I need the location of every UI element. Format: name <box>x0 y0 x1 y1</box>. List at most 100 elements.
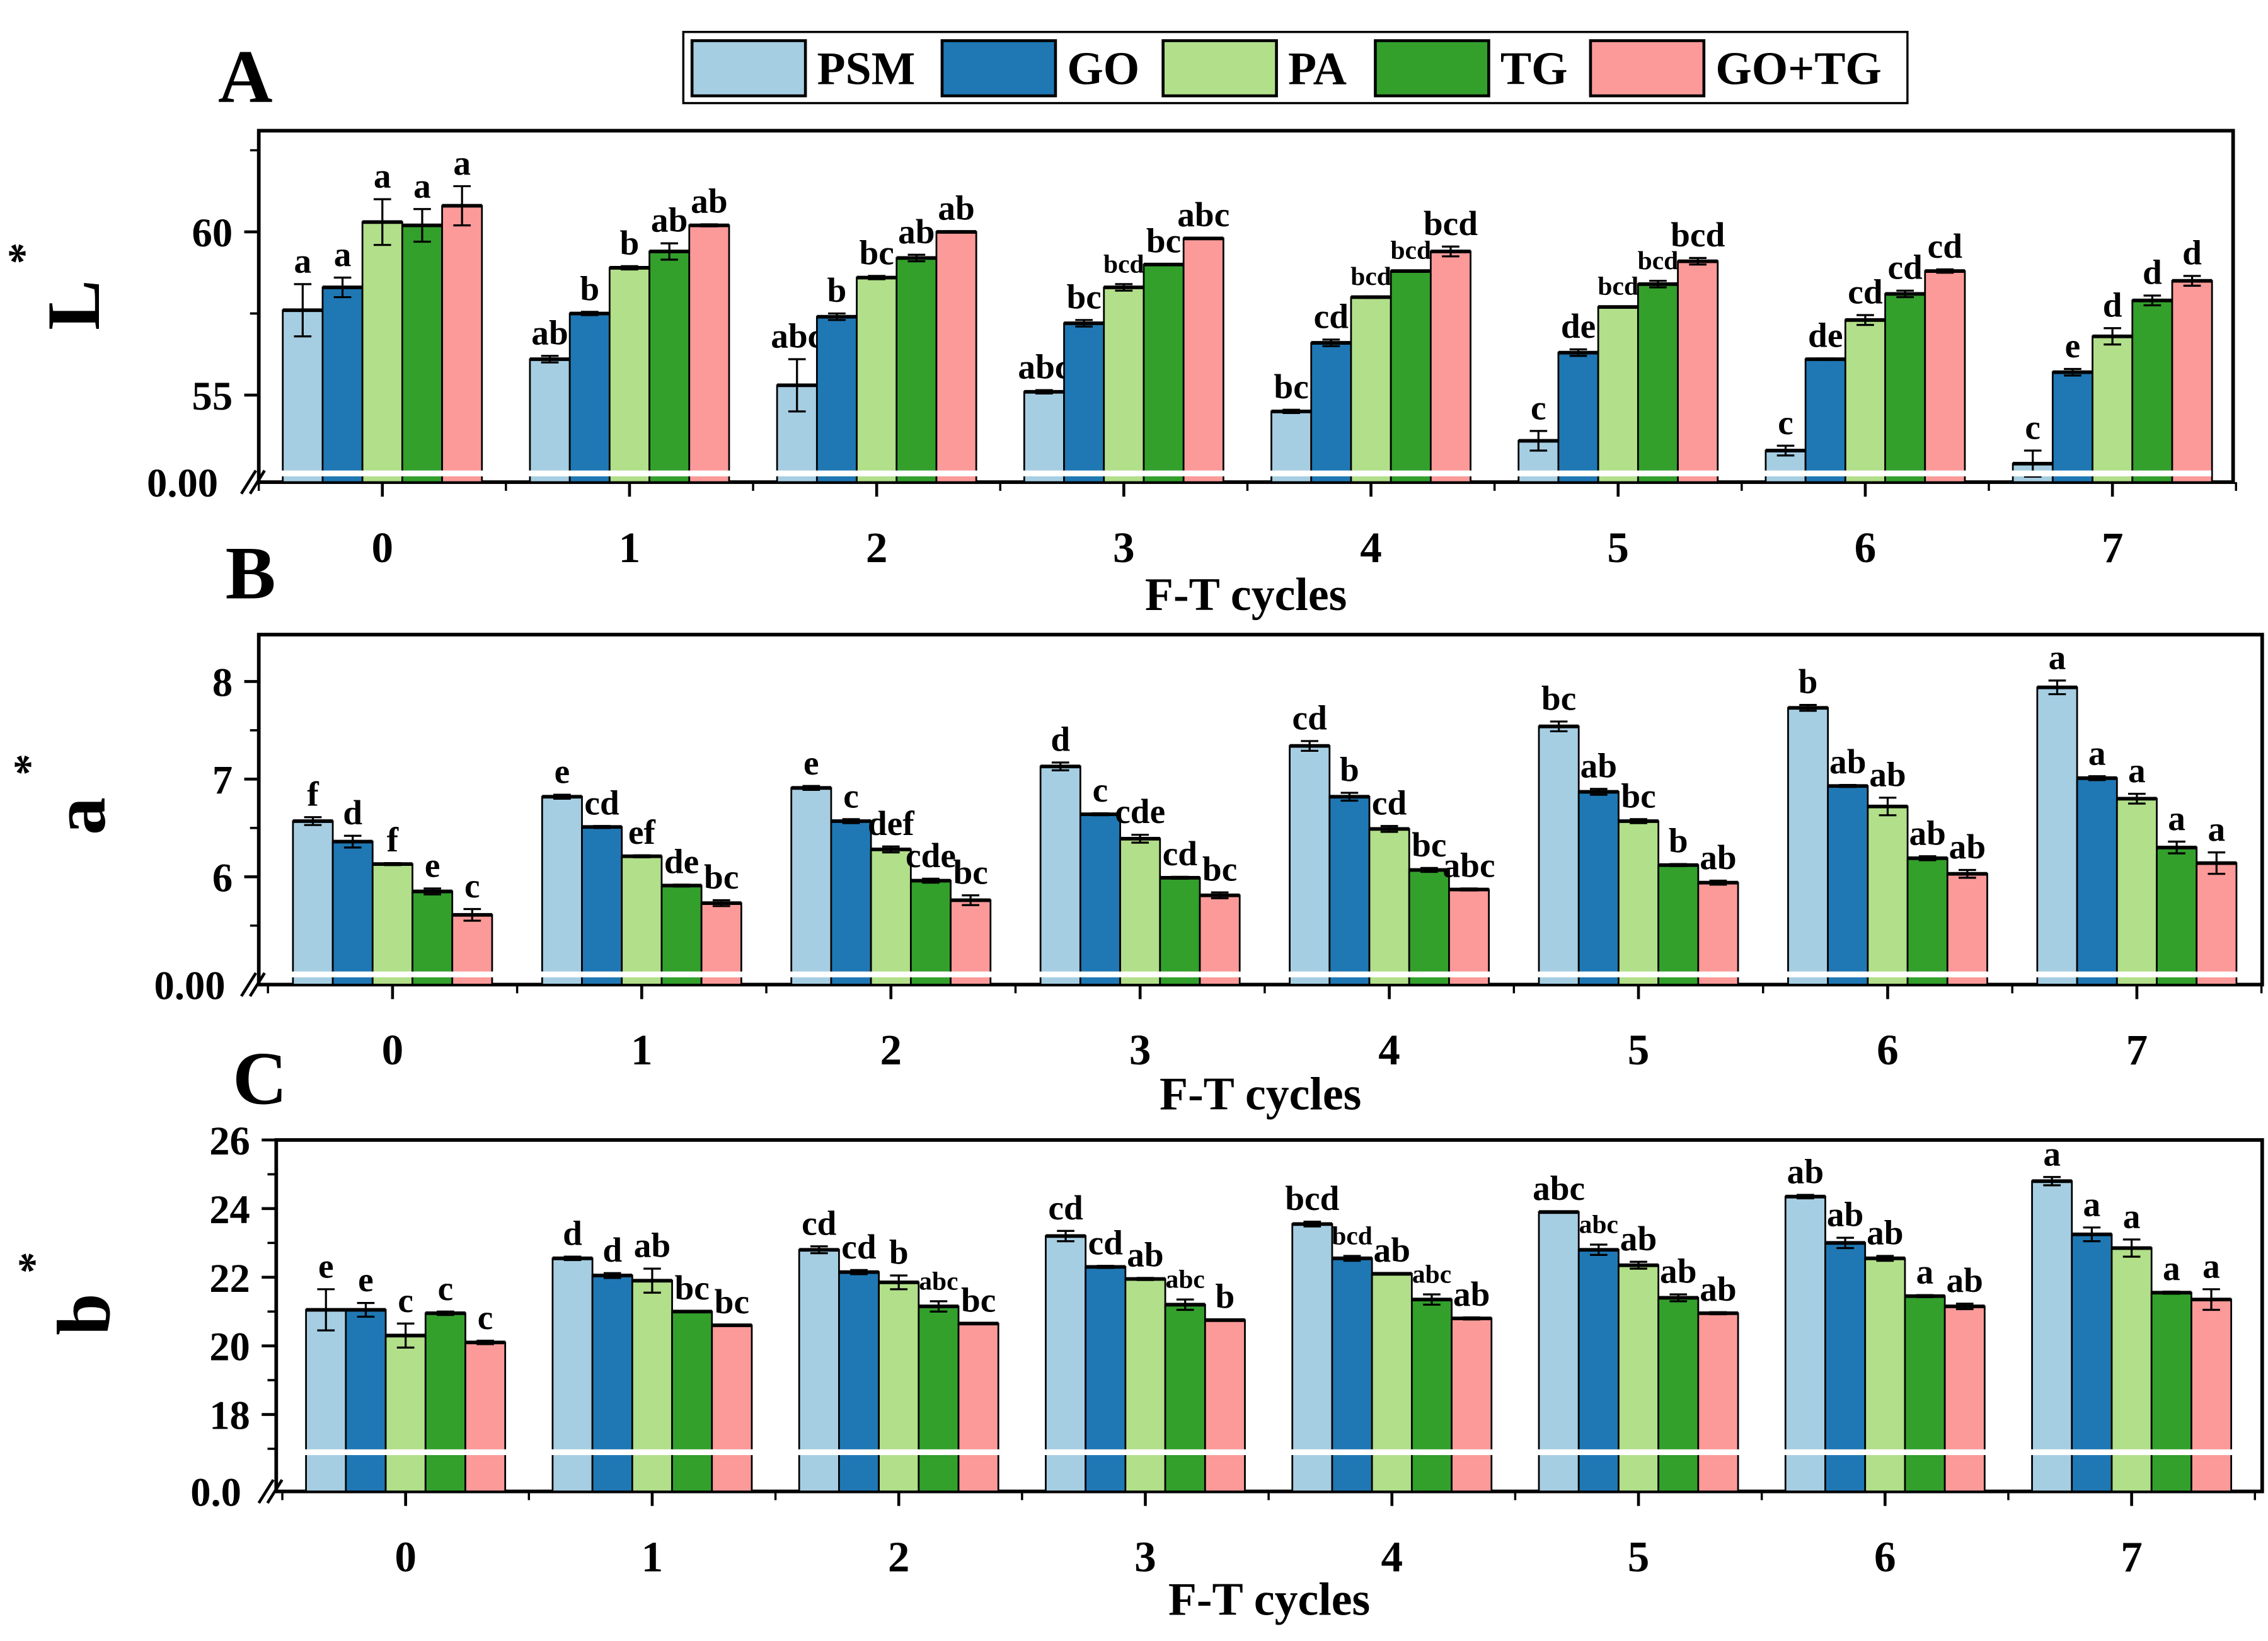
significance-letter: c <box>1531 389 1546 427</box>
significance-letter: de <box>1808 316 1843 355</box>
significance-letter: b <box>1669 822 1688 860</box>
significance-letter: ab <box>1700 1270 1736 1308</box>
significance-letter: abc <box>1443 846 1495 885</box>
bar-PA-2 <box>856 277 898 483</box>
bar-PA-5 <box>1618 820 1660 986</box>
bar-GO+TG-3 <box>1199 894 1241 986</box>
significance-letter: bc <box>1066 277 1101 316</box>
significance-letter: e <box>555 752 570 791</box>
bar-GO+TG-5 <box>1677 260 1719 483</box>
legend-label-4: GO+TG <box>1715 43 1882 95</box>
significance-letter: ab <box>1909 814 1945 852</box>
panel-label: A <box>218 34 273 118</box>
bar-TG-5 <box>1657 864 1700 986</box>
x-tick-label: 0 <box>371 523 393 572</box>
bar-PSM-1 <box>529 358 571 483</box>
bar-PA-0 <box>384 1334 427 1493</box>
significance-letter: ab <box>1660 1252 1696 1291</box>
significance-letter: cd <box>1928 227 1963 265</box>
bar-GO-3 <box>1079 813 1121 986</box>
axis-break-mark <box>248 469 266 495</box>
significance-letter: cde <box>906 836 956 875</box>
y-tick-label-break: 0.00 <box>147 460 218 505</box>
legend-swatch-2 <box>1161 39 1278 98</box>
bar-GO-4 <box>1310 342 1352 483</box>
significance-letter: ab <box>1829 742 1866 781</box>
y-tick-label: 26 <box>209 1118 250 1163</box>
bar-GO-2 <box>815 316 858 483</box>
bar-TG-7 <box>2131 299 2173 483</box>
bar-GO-5 <box>1577 791 1620 986</box>
significance-letter: a <box>453 144 471 182</box>
significance-letter: e <box>803 744 819 782</box>
bar-GO+TG-4 <box>1451 1317 1493 1493</box>
significance-letter: b <box>580 269 599 308</box>
significance-letter: cd <box>1314 297 1349 335</box>
y-tick-label: 55 <box>192 373 233 418</box>
bar-PSM-4 <box>1289 745 1331 986</box>
significance-letter: a <box>374 157 391 195</box>
significance-letter: a <box>2043 1134 2061 1173</box>
significance-letter: ab <box>898 212 935 251</box>
significance-letter: ab <box>1700 838 1736 877</box>
bar-TG-3 <box>1143 263 1185 483</box>
y-tick-label-break: 0.00 <box>154 962 226 1008</box>
x-tick-label: 4 <box>1360 523 1382 572</box>
legend-label-0: PSM <box>817 43 916 95</box>
x-tick-label: 7 <box>2126 1025 2148 1074</box>
bar-GO-1 <box>591 1274 633 1493</box>
bar-PSM-3 <box>1039 765 1081 986</box>
significance-letter: bcd <box>1638 246 1679 275</box>
significance-letter: bcd <box>1390 236 1431 265</box>
significance-letter: abc <box>771 317 823 355</box>
bar-PSM-7 <box>2031 1180 2073 1493</box>
significance-letter: f <box>307 774 319 813</box>
significance-letter: ab <box>1620 1219 1657 1258</box>
significance-letter: a <box>2128 751 2146 790</box>
bar-GO-4 <box>1331 1257 1373 1493</box>
bar-GO-7 <box>2051 371 2093 483</box>
x-tick-label: 7 <box>2121 1532 2143 1581</box>
significance-letter: d <box>2182 233 2202 272</box>
bar-PA-7 <box>2092 335 2134 483</box>
significance-letter: bc <box>1621 776 1655 815</box>
significance-letter: ab <box>1787 1153 1824 1191</box>
significance-letter: a <box>294 241 311 280</box>
bar-TG-6 <box>1884 292 1926 483</box>
significance-letter: b <box>1799 662 1818 701</box>
x-tick-label: 7 <box>2102 523 2124 572</box>
significance-letter: bcd <box>1350 262 1391 291</box>
bar-PSM-0 <box>305 1309 347 1493</box>
x-tick-label: 4 <box>1381 1532 1403 1581</box>
x-tick-label: 4 <box>1378 1025 1400 1074</box>
significance-letter: ab <box>1453 1275 1490 1313</box>
significance-letter: a <box>2083 1185 2101 1223</box>
axis-break-mark <box>240 972 257 998</box>
axis-break-mark <box>248 972 266 998</box>
panel-label: C <box>233 1036 287 1120</box>
significance-letter: a <box>334 235 352 274</box>
bar-TG-1 <box>671 1310 713 1493</box>
bar-PSM-0 <box>282 309 324 483</box>
bar-PA-4 <box>1368 828 1410 986</box>
significance-letter: cd <box>1372 783 1407 822</box>
x-tick-label: 0 <box>394 1532 417 1581</box>
x-tick-label: 1 <box>642 1532 664 1581</box>
y-tick-label: 18 <box>209 1393 250 1438</box>
bar-TG-3 <box>1159 877 1201 986</box>
y-axis-label: L <box>32 280 115 330</box>
bar-TG-2 <box>918 1305 960 1493</box>
significance-letter: d <box>563 1214 582 1253</box>
significance-letter: bcd <box>1671 216 1725 254</box>
bar-GO-6 <box>1804 358 1846 483</box>
legend-label-2: PA <box>1288 43 1347 95</box>
bar-PA-1 <box>608 267 650 483</box>
significance-letter: d <box>602 1231 622 1269</box>
significance-letter: cd <box>1887 248 1923 287</box>
bar-TG-6 <box>1904 1295 1946 1493</box>
bar-TG-4 <box>1408 869 1450 986</box>
significance-letter: b <box>620 224 640 262</box>
significance-letter: bc <box>715 1282 749 1321</box>
bar-GO-7 <box>2071 1233 2113 1493</box>
